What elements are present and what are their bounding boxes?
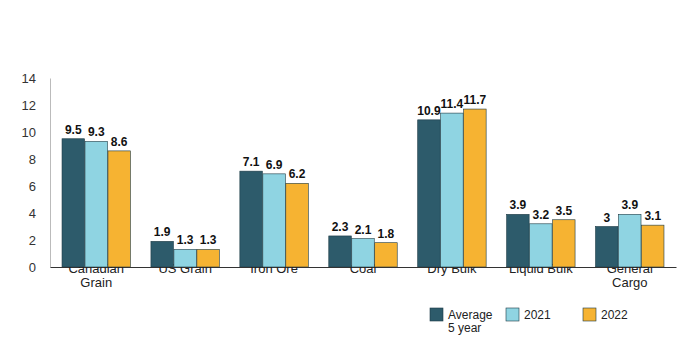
data-label: 6.9: [266, 158, 283, 172]
data-label: 1.8: [378, 227, 395, 241]
data-label: 2.1: [355, 223, 372, 237]
bar: [596, 227, 619, 268]
bar: [619, 214, 642, 267]
bar: [286, 183, 309, 267]
data-label: 1.9: [154, 225, 171, 239]
legend-item: 2021: [506, 308, 551, 322]
y-tick: 6: [29, 179, 50, 194]
y-axis: 0 2 4 6 8 10 12 14: [22, 71, 51, 275]
y-tick-label: 2: [29, 233, 36, 248]
data-label: 1.3: [177, 233, 194, 247]
y-tick: 2: [29, 233, 50, 248]
legend-label: 2022: [601, 308, 628, 322]
y-tick: 14: [22, 71, 50, 86]
y-tick: 12: [22, 98, 50, 113]
data-label: 11.7: [464, 93, 487, 107]
bar: [108, 151, 131, 267]
legend-item: Average5 year: [430, 308, 493, 335]
series: [108, 109, 664, 267]
y-axis-line: [50, 79, 51, 268]
data-label: 1.3: [200, 233, 217, 247]
data-label: 7.1: [243, 155, 260, 169]
data-label: 9.3: [88, 125, 105, 139]
y-tick-label: 6: [29, 179, 36, 194]
y-tick-label: 14: [22, 71, 36, 86]
legend-swatch: [583, 308, 596, 321]
bar: [197, 249, 220, 267]
y-tick-label: 8: [29, 152, 36, 167]
bar: [553, 220, 576, 267]
legend-label: 2021: [524, 308, 551, 322]
legend: Average5 year 2021 2022: [430, 308, 628, 335]
data-label: 2.3: [332, 220, 349, 234]
bar: [375, 243, 398, 267]
bar: [530, 224, 553, 267]
y-tick: 4: [29, 206, 50, 221]
legend-swatch: [430, 308, 443, 321]
bars: [62, 109, 664, 267]
data-labels: 9.5 1.9 7.1 2.3 10.9 3.9 3 9.3 1.3 6.9 2.1 11.4 3.2 3…: [65, 93, 661, 247]
bar: [240, 171, 263, 267]
bar: [352, 239, 375, 267]
series: [62, 120, 618, 267]
y-tick-label: 12: [22, 98, 36, 113]
y-tick: 8: [29, 152, 50, 167]
data-label: 3.5: [555, 204, 572, 218]
data-label: 3.2: [532, 208, 549, 222]
data-label: 6.2: [289, 167, 306, 181]
y-tick-label: 0: [29, 260, 36, 275]
data-label: 9.5: [65, 123, 82, 137]
data-label: 8.6: [111, 135, 128, 149]
legend-swatch: [506, 308, 519, 321]
bar: [85, 141, 108, 267]
legend-label: Average5 year: [448, 308, 493, 335]
bar: [641, 225, 664, 267]
data-label: 3.1: [644, 209, 661, 223]
y-tick: 10: [22, 125, 50, 140]
bar: [174, 249, 197, 267]
bar: [151, 241, 174, 267]
data-label: 3: [603, 211, 610, 225]
bar: [418, 120, 441, 267]
bar: [507, 214, 530, 267]
data-label: 11.4: [441, 97, 464, 111]
data-label: 3.9: [510, 198, 527, 212]
data-label: 3.9: [621, 198, 638, 212]
plot: 02468101214CanadianGrainUS GrainIron Ore…: [22, 71, 677, 290]
bar: [263, 174, 286, 267]
bar: [464, 109, 487, 267]
bar: [441, 113, 464, 267]
y-tick: 0: [29, 260, 50, 275]
data-label: 10.9: [417, 104, 441, 118]
y-tick-label: 4: [29, 206, 36, 221]
legend-item: 2022: [583, 308, 628, 322]
y-tick-label: 10: [22, 125, 36, 140]
bar: [62, 139, 85, 267]
bar: [329, 236, 352, 267]
series: [85, 113, 641, 267]
